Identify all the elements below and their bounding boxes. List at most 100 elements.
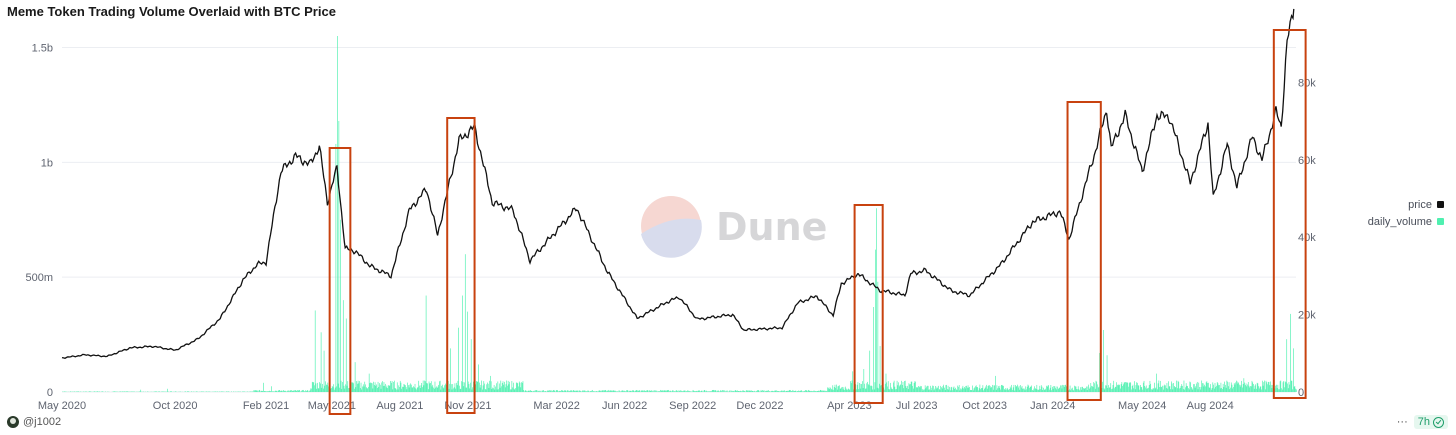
volume-bar	[1185, 387, 1186, 392]
volume-bar	[1154, 388, 1156, 392]
footer-author[interactable]: @j1002	[7, 416, 61, 428]
volume-bar	[816, 391, 818, 392]
volume-bar	[797, 391, 799, 392]
volume-bar	[365, 386, 367, 392]
volume-bar	[510, 389, 511, 392]
volume-bar	[832, 385, 834, 392]
volume-bar	[615, 391, 617, 392]
volume-bar	[1204, 384, 1205, 392]
volume-bar	[931, 387, 933, 392]
volume-bar	[1036, 384, 1038, 392]
volume-bar	[855, 384, 857, 392]
volume-bar	[461, 381, 462, 392]
volume-bar	[567, 390, 569, 392]
volume-bar	[889, 389, 891, 392]
volume-bar	[686, 391, 688, 392]
volume-bar	[993, 385, 995, 392]
volume-bar	[273, 391, 275, 392]
volume-bar	[387, 388, 388, 392]
refresh-age-badge[interactable]: 7h	[1413, 415, 1448, 429]
volume-bar	[605, 389, 607, 392]
volume-bar	[311, 388, 312, 392]
volume-bar	[667, 390, 669, 392]
volume-bar	[875, 249, 876, 392]
volume-bar	[1075, 386, 1077, 392]
volume-bar	[581, 391, 583, 392]
volume-bar	[732, 390, 734, 392]
volume-bar	[803, 391, 805, 392]
volume-bar	[796, 391, 797, 392]
volume-bar	[1020, 387, 1022, 392]
volume-bar	[1131, 385, 1133, 392]
volume-bar	[1050, 384, 1052, 392]
volume-bar	[1223, 387, 1225, 392]
volume-bar	[951, 386, 953, 392]
volume-bar	[1053, 386, 1055, 392]
volume-bar	[601, 390, 603, 392]
chart-title: Meme Token Trading Volume Overlaid with …	[7, 4, 336, 19]
volume-bar	[907, 385, 908, 392]
volume-bar	[382, 385, 384, 392]
volume-bar	[1047, 385, 1049, 392]
volume-bar	[395, 388, 397, 392]
legend-item-daily-volume[interactable]: daily_volume	[1368, 213, 1444, 230]
volume-bar	[518, 386, 519, 392]
volume-bar	[526, 391, 527, 392]
volume-bar	[751, 390, 752, 392]
volume-bar	[1134, 389, 1136, 392]
volume-bar	[1212, 382, 1214, 392]
volume-bar	[1217, 383, 1219, 392]
volume-bar	[697, 391, 698, 392]
volume-bar	[600, 390, 601, 392]
more-options-icon[interactable]: ···	[1396, 416, 1408, 428]
volume-bar	[1136, 382, 1137, 392]
volume-bar	[316, 388, 318, 392]
volume-bar	[692, 389, 694, 392]
volume-bar	[1240, 384, 1242, 392]
volume-bar	[469, 388, 471, 392]
volume-bar	[1057, 389, 1059, 392]
volume-bar	[598, 391, 599, 392]
volume-bar	[217, 391, 218, 392]
volume-bar	[127, 391, 129, 392]
volume-bar	[825, 390, 826, 392]
volume-bar	[997, 388, 998, 392]
volume-bar	[757, 390, 759, 392]
volume-bar	[464, 254, 466, 392]
volume-bar	[1158, 380, 1160, 392]
volume-bar	[1182, 389, 1184, 392]
volume-bar	[782, 390, 783, 392]
volume-bar	[308, 391, 310, 392]
volume-bar	[706, 391, 708, 392]
volume-bar	[729, 390, 731, 392]
volume-bar	[881, 385, 882, 392]
volume-bar	[196, 391, 198, 392]
volume-bar	[748, 390, 749, 392]
volume-bar	[571, 390, 573, 392]
volume-bar	[65, 391, 67, 392]
volume-bar	[501, 383, 503, 392]
volume-bar	[331, 385, 333, 392]
volume-bar	[722, 389, 723, 392]
volume-bar	[774, 390, 776, 392]
volume-bar	[1013, 384, 1015, 392]
volume-bar	[870, 385, 871, 392]
volume-bar	[406, 389, 408, 392]
volume-bar	[1225, 387, 1227, 392]
volume-bar	[275, 391, 277, 392]
volume-bar	[1179, 388, 1180, 392]
volume-bar	[1173, 383, 1174, 392]
volume-bar	[298, 390, 300, 392]
legend-item-price[interactable]: price	[1368, 196, 1444, 213]
volume-bar	[643, 390, 644, 392]
volume-bar	[1253, 388, 1255, 392]
volume-bar	[669, 391, 670, 392]
volume-bar	[586, 391, 588, 392]
volume-bar	[896, 380, 898, 392]
volume-bar	[283, 390, 284, 392]
volume-bar	[876, 208, 877, 392]
volume-bar	[425, 381, 426, 392]
x-tick-label: Nov 2021	[444, 400, 491, 412]
volume-bar	[1210, 389, 1212, 392]
volume-bar	[1032, 390, 1034, 392]
